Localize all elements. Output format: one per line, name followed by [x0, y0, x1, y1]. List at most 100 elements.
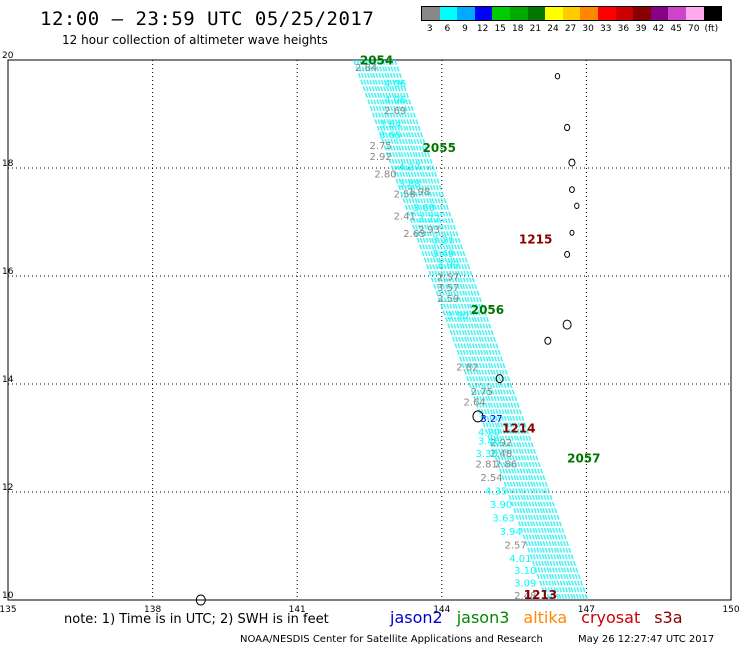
- wave-height-value: 2.92: [490, 438, 512, 449]
- wave-height-value: 3.49: [432, 249, 454, 260]
- legend-label: 42: [652, 24, 665, 34]
- swath-track: [356, 59, 551, 601]
- lon-tick-label: 141: [289, 605, 306, 615]
- lat-tick-label: 12: [2, 483, 13, 493]
- lon-tick-label: 135: [0, 605, 17, 615]
- wave-height-value: 2.69: [384, 106, 406, 117]
- pass-number-label: 2057: [567, 451, 600, 465]
- legend-swatch: [597, 7, 616, 20]
- lat-tick-label: 16: [2, 267, 14, 277]
- legend-label: 30: [582, 24, 594, 34]
- wave-height-value: 4.20: [478, 427, 500, 438]
- legend-swatch: [703, 7, 722, 20]
- swath-track: [359, 59, 554, 601]
- legend-swatch: [457, 7, 475, 20]
- wave-height-value: 3.22: [418, 214, 440, 225]
- page-subtitle: 12 hour collection of altimeter wave hei…: [62, 33, 328, 47]
- legend-label: 24: [547, 24, 559, 34]
- island-outline: [495, 374, 504, 384]
- swath-track: [385, 59, 580, 601]
- legend-label: 15: [494, 24, 506, 34]
- wave-height-value: 1.98: [408, 187, 430, 198]
- wave-height-value: 2.63: [403, 229, 425, 240]
- pass-number-label: 2056: [471, 303, 504, 317]
- legend-swatch: [580, 7, 598, 20]
- island-outline: [564, 123, 571, 132]
- island-outline: [562, 319, 572, 330]
- wave-height-value: 3.10: [514, 566, 536, 577]
- legend-label: 12: [476, 24, 489, 34]
- wave-height-value: 3.88: [398, 179, 420, 190]
- legend-label: 36: [617, 24, 630, 34]
- mission-legend: jason2 jason3 altika cryosat s3a: [390, 608, 697, 627]
- pass-number-label: 2054: [360, 53, 393, 67]
- pass-number-label: 1213: [524, 588, 557, 602]
- wave-height-value: 2.48: [490, 449, 512, 460]
- wave-height-value: 3.94: [500, 527, 522, 538]
- island-outline: [574, 202, 580, 210]
- island-outline: [568, 158, 576, 167]
- swath-track: [367, 59, 562, 601]
- mission-cryosat: cryosat: [581, 608, 641, 627]
- mission-jason2: jason2: [390, 608, 443, 627]
- swath-track: [370, 59, 565, 601]
- wave-height-value: 4.06: [384, 79, 406, 90]
- legend-swatch: [527, 7, 546, 20]
- wave-height-value: 4.27: [398, 163, 420, 174]
- legend-label: 27: [564, 24, 577, 34]
- wave-height-value: 2.84: [355, 63, 377, 74]
- wave-height-value: 2.82: [456, 363, 478, 374]
- island-outline: [564, 250, 571, 258]
- timestamp: May 26 12:27:47 UTC 2017: [578, 634, 715, 645]
- wave-height-value: 2.92: [370, 152, 392, 163]
- wave-height-value: 2.53: [394, 190, 416, 201]
- legend-label: 9: [462, 24, 468, 34]
- wave-height-value: 4.01: [509, 554, 531, 565]
- legend-label: 6: [444, 24, 451, 34]
- legend-labels: 3 6 9 12 15 18 21 24 27 30 33 36 39 42 45 70 (ft): [421, 24, 722, 34]
- footer-note: note: 1) Time is in UTC; 2) SWH is in fe…: [64, 612, 329, 627]
- legend-swatch: [562, 7, 581, 20]
- island-outline: [554, 73, 561, 80]
- wave-height-value: 2.93: [418, 225, 440, 236]
- legend-label: 3: [426, 24, 433, 34]
- legend-swatch: [422, 7, 440, 20]
- wave-height-value: 3.63: [492, 514, 514, 525]
- wave-height-value: 2.57: [504, 541, 526, 552]
- pass-number-label: 2055: [423, 141, 456, 155]
- wave-height-value: 3.99: [437, 260, 459, 271]
- wave-height-value: 2.54: [480, 473, 502, 484]
- lat-tick-label: 10: [2, 591, 14, 601]
- legend-swatch: [509, 7, 528, 20]
- wave-height-value: 2.48: [514, 591, 536, 602]
- wave-height-value: 2.75: [370, 141, 392, 152]
- wave-height-value: 2.64: [463, 398, 485, 409]
- wave-height-value: 2.81: [476, 460, 498, 471]
- swath-track: [376, 59, 571, 601]
- pass-number-label: 1215: [519, 233, 552, 247]
- island-outline: [569, 186, 575, 194]
- wave-height-value: 2.59: [437, 294, 459, 305]
- lon-tick-label: 150: [722, 605, 739, 615]
- legend-swatch: [650, 7, 669, 20]
- swath-track: [391, 59, 586, 601]
- swath-track: [379, 59, 574, 601]
- lat-tick-label: 18: [2, 159, 14, 169]
- island-outline: [472, 410, 484, 423]
- wave-height-value: 2.80: [374, 170, 396, 181]
- lon-tick-label: 138: [144, 605, 161, 615]
- lon-tick-label: 144: [433, 605, 450, 615]
- swath-track: [365, 59, 560, 601]
- swath-track: [394, 59, 589, 601]
- island-outline: [195, 594, 206, 606]
- wave-height-value: 3.36: [476, 449, 498, 460]
- island-outline: [544, 336, 552, 345]
- legend-swatch: [615, 7, 634, 20]
- legend-label: 33: [600, 24, 612, 34]
- legend-swatch: [668, 7, 686, 20]
- mission-altika: altika: [523, 608, 568, 627]
- pass-number-label: 1214: [502, 422, 535, 436]
- swath-track: [353, 59, 548, 601]
- wave-height-value: 3.09: [514, 579, 536, 590]
